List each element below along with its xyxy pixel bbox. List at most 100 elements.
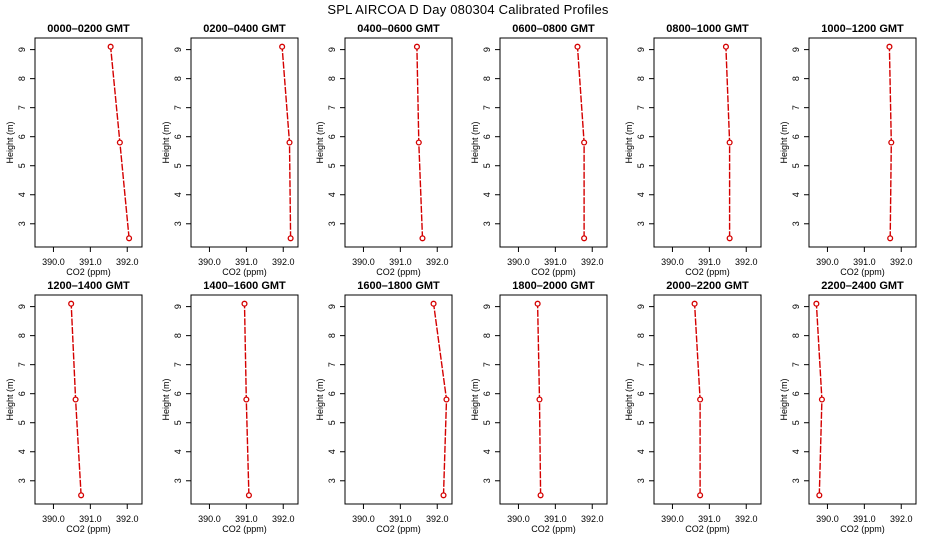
x-axis-label: CO2 (ppm): [66, 267, 111, 277]
x-axis-label: CO2 (ppm): [531, 267, 576, 277]
x-tick-label: 391.0: [853, 514, 876, 524]
y-tick-label: 5: [17, 163, 27, 168]
profile-point: [816, 492, 823, 499]
x-tick-label: 392.0: [116, 514, 139, 524]
y-tick-label: 5: [173, 163, 183, 168]
y-tick-label: 7: [327, 362, 337, 367]
panel-title: 1600–1800 GMT: [357, 280, 440, 292]
x-tick-label: 390.0: [352, 514, 375, 524]
y-tick-label: 9: [17, 304, 27, 309]
y-tick-label: 9: [327, 47, 337, 52]
y-tick-label: 9: [17, 47, 27, 52]
x-axis-label: CO2 (ppm): [685, 524, 730, 534]
x-axis-label: CO2 (ppm): [840, 267, 885, 277]
panel-title: 1800–2000 GMT: [512, 280, 595, 292]
profile-point: [722, 43, 729, 50]
y-tick-label: 3: [636, 221, 646, 226]
profile-point: [886, 43, 893, 50]
y-tick-label: 3: [327, 478, 337, 483]
x-tick-label: 392.0: [890, 514, 913, 524]
profile-point: [243, 396, 250, 403]
y-axis-label: Height (m): [5, 378, 15, 420]
y-axis-label: Height (m): [161, 121, 171, 163]
y-axis-label: Height (m): [315, 378, 325, 420]
panel-title: 0800–1000 GMT: [666, 23, 749, 35]
panel-11: 2000–2200 GMT 390.0 391.0 392.0 CO2 (ppm) 3 4 5…: [624, 280, 762, 534]
y-tick-label: 3: [482, 221, 492, 226]
x-tick-label: 390.0: [661, 257, 684, 267]
y-tick-label: 6: [636, 391, 646, 396]
profile-point: [581, 139, 588, 146]
y-tick-label: 9: [173, 304, 183, 309]
plot-frame: [808, 294, 917, 505]
y-tick-label: 5: [791, 163, 801, 168]
y-tick-label: 4: [173, 449, 183, 454]
profile-point: [413, 43, 420, 50]
y-tick-label: 7: [173, 105, 183, 110]
y-tick-label: 6: [636, 134, 646, 139]
y-tick-label: 5: [327, 420, 337, 425]
panel-title: 0400–0600 GMT: [357, 23, 440, 35]
profile-point: [888, 139, 895, 146]
x-tick-label: 391.0: [79, 257, 102, 267]
y-tick-label: 4: [17, 449, 27, 454]
panel-10: 1800–2000 GMT 390.0 391.0 392.0 CO2 (ppm) 3 4 5…: [470, 280, 608, 534]
y-tick-label: 4: [327, 192, 337, 197]
x-tick-label: 391.0: [389, 257, 412, 267]
y-tick-label: 3: [482, 478, 492, 483]
y-tick-label: 7: [636, 362, 646, 367]
y-tick-label: 6: [791, 391, 801, 396]
plot-frame: [34, 37, 143, 248]
profile-point: [726, 235, 733, 242]
y-tick-label: 4: [791, 192, 801, 197]
profile-point: [72, 396, 79, 403]
plot-frame: [190, 294, 299, 505]
x-axis-label: CO2 (ppm): [685, 267, 730, 277]
panel-12: 2200–2400 GMT 390.0 391.0 392.0 CO2 (ppm) 3 4 5…: [779, 280, 917, 534]
x-axis-label: CO2 (ppm): [376, 267, 421, 277]
profile-point: [286, 139, 293, 146]
profile-point: [537, 492, 544, 499]
y-tick-label: 8: [173, 76, 183, 81]
y-tick-label: 3: [17, 478, 27, 483]
y-tick-label: 8: [17, 333, 27, 338]
y-axis-label: Height (m): [779, 378, 789, 420]
panel-3: 0400–0600 GMT 390.0 391.0 392.0 CO2 (ppm) 3 4 5…: [315, 23, 453, 277]
profile-point: [419, 235, 426, 242]
panel-4: 0600–0800 GMT 390.0 391.0 392.0 CO2 (ppm) 3 4 5…: [470, 23, 608, 277]
profile-point: [536, 396, 543, 403]
y-tick-label: 4: [482, 449, 492, 454]
y-tick-label: 5: [482, 163, 492, 168]
plot-frame: [808, 37, 917, 248]
panel-title: 0600–0800 GMT: [512, 23, 595, 35]
x-axis-label: CO2 (ppm): [222, 524, 267, 534]
y-tick-label: 3: [17, 221, 27, 226]
y-tick-label: 8: [482, 333, 492, 338]
panel-title: 1200–1400 GMT: [47, 280, 130, 292]
y-tick-label: 9: [482, 304, 492, 309]
x-tick-label: 392.0: [890, 257, 913, 267]
profile-point: [287, 235, 294, 242]
x-axis-label: CO2 (ppm): [840, 524, 885, 534]
plot-frame: [499, 294, 608, 505]
profile-point: [443, 396, 450, 403]
x-tick-label: 391.0: [235, 514, 258, 524]
plot-frame: [190, 37, 299, 248]
x-tick-label: 391.0: [389, 514, 412, 524]
x-tick-label: 392.0: [735, 257, 758, 267]
panel-1: 0000–0200 GMT 390.0 391.0 392.0 CO2 (ppm) 3 4 5…: [5, 23, 143, 277]
y-tick-label: 3: [791, 221, 801, 226]
panel-2: 0200–0400 GMT 390.0 391.0 392.0 CO2 (ppm) 3 4 5…: [161, 23, 299, 277]
x-tick-label: 392.0: [581, 257, 604, 267]
profile-point: [534, 300, 541, 307]
x-tick-label: 391.0: [544, 514, 567, 524]
plot-frame: [499, 37, 608, 248]
plot-frame: [653, 37, 762, 248]
x-tick-label: 390.0: [507, 257, 530, 267]
profile-point: [68, 300, 75, 307]
x-tick-label: 390.0: [816, 257, 839, 267]
y-tick-label: 8: [791, 76, 801, 81]
y-tick-label: 6: [173, 391, 183, 396]
y-tick-label: 5: [791, 420, 801, 425]
y-tick-label: 6: [327, 134, 337, 139]
